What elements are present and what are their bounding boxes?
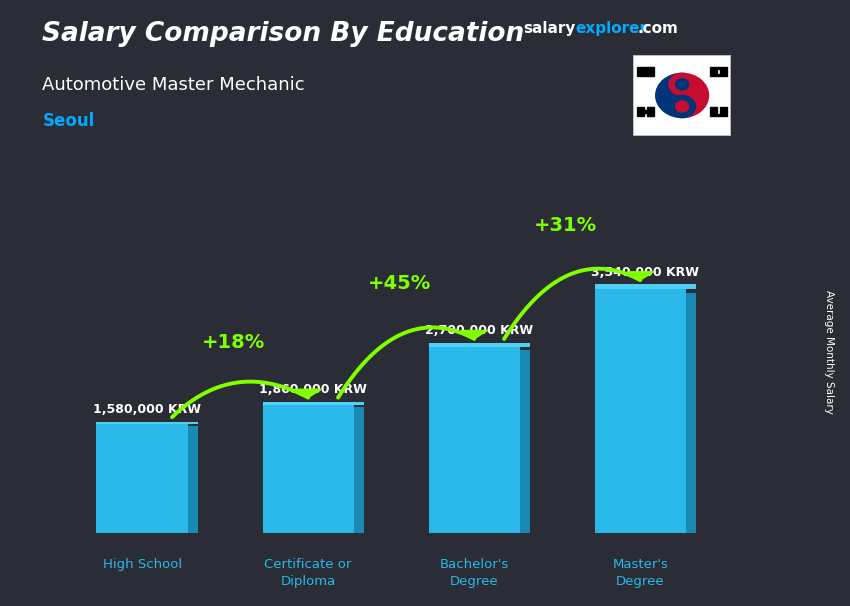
Circle shape (655, 73, 709, 118)
Bar (354, 407, 364, 533)
Text: Seoul: Seoul (42, 112, 94, 130)
Text: 1,860,000 KRW: 1,860,000 KRW (259, 383, 367, 396)
Bar (720, 70, 727, 73)
Bar (647, 107, 654, 109)
Bar (711, 110, 717, 113)
Bar (720, 107, 727, 109)
Bar (711, 114, 727, 116)
Polygon shape (627, 271, 654, 280)
Text: Salary Comparison By Education: Salary Comparison By Education (42, 21, 524, 47)
Bar (428, 344, 520, 533)
Text: 2,700,000 KRW: 2,700,000 KRW (425, 324, 533, 338)
Wedge shape (682, 73, 709, 118)
Circle shape (676, 101, 688, 112)
Wedge shape (655, 73, 682, 118)
Bar (188, 426, 198, 533)
Bar (595, 286, 686, 533)
Bar (647, 114, 654, 116)
Bar (96, 422, 198, 424)
Bar (711, 107, 717, 109)
Circle shape (669, 95, 695, 118)
Text: 3,540,000 KRW: 3,540,000 KRW (592, 266, 700, 279)
Circle shape (669, 73, 695, 95)
Text: Certificate or
Diploma: Certificate or Diploma (264, 558, 352, 588)
Circle shape (676, 79, 688, 90)
Bar (638, 110, 654, 113)
Bar (686, 293, 696, 533)
Bar (595, 284, 696, 290)
Bar (638, 67, 654, 69)
Text: Bachelor's
Degree: Bachelor's Degree (439, 558, 509, 588)
Text: +18%: +18% (201, 333, 265, 352)
Text: Master's
Degree: Master's Degree (612, 558, 668, 588)
Text: explorer: explorer (575, 21, 648, 36)
Bar (263, 403, 354, 533)
Bar (720, 110, 727, 113)
Text: .com: .com (638, 21, 678, 36)
Bar (428, 343, 530, 347)
Text: 1,580,000 KRW: 1,580,000 KRW (94, 403, 201, 416)
Text: +45%: +45% (368, 275, 431, 293)
Bar (96, 423, 188, 533)
Bar (638, 107, 644, 109)
Bar (711, 74, 727, 76)
Bar (711, 67, 727, 69)
Polygon shape (461, 330, 488, 339)
Text: salary: salary (523, 21, 575, 36)
Bar (263, 402, 364, 405)
Bar (638, 114, 644, 116)
Bar (711, 70, 717, 73)
Bar (638, 74, 654, 76)
Text: Automotive Master Mechanic: Automotive Master Mechanic (42, 76, 305, 94)
Bar (638, 70, 654, 73)
Polygon shape (295, 389, 321, 398)
Text: High School: High School (103, 558, 182, 571)
Text: +31%: +31% (534, 216, 597, 235)
Bar (520, 350, 530, 533)
Text: Average Monthly Salary: Average Monthly Salary (824, 290, 834, 413)
